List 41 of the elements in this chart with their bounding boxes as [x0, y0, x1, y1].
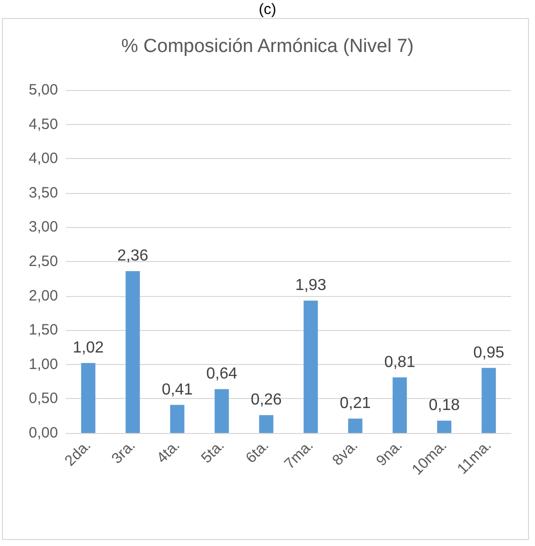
y-tick-label: 1,00 — [28, 356, 58, 373]
x-tick-label: 9na. — [373, 436, 406, 470]
x-tick-label: 5ta. — [198, 436, 228, 467]
data-label: 0,21 — [340, 395, 371, 412]
data-label: 0,41 — [162, 381, 193, 398]
data-label: 0,81 — [384, 354, 416, 371]
bar — [214, 389, 229, 433]
y-tick-label: 5,00 — [28, 82, 58, 98]
data-label: 2,36 — [117, 248, 148, 265]
data-label: 0,26 — [250, 392, 282, 409]
bar — [81, 363, 96, 433]
y-tick-label: 4,00 — [28, 150, 58, 168]
text: (c) — [258, 1, 276, 18]
x-tick-label: 8va. — [329, 436, 362, 470]
data-label: 0,95 — [473, 344, 504, 362]
bar — [304, 300, 318, 433]
bar — [482, 368, 496, 433]
chart-title: % Composición Armónica (Nivel 7) — [121, 36, 414, 57]
bar — [392, 377, 407, 433]
x-tick-label: 2da. — [62, 436, 94, 470]
y-tick-label: 3,50 — [28, 184, 58, 202]
bar — [437, 420, 452, 433]
y-tick-label: 2,00 — [28, 287, 58, 304]
bar — [170, 404, 184, 433]
x-tick-label: 7ma. — [281, 436, 317, 473]
bar — [259, 415, 274, 433]
x-tick-label: 3ra. — [108, 436, 139, 468]
data-label: 1,02 — [72, 340, 104, 357]
data-label: 0,64 — [206, 366, 238, 383]
bar — [348, 418, 362, 433]
y-tick-label: 4,50 — [28, 116, 58, 133]
data-label: 0,18 — [428, 397, 460, 414]
y-tick-label: 1,50 — [28, 322, 58, 339]
y-tick-label: 0,50 — [28, 390, 58, 408]
data-label: 1,93 — [295, 277, 326, 294]
y-tick-label: 3,00 — [28, 218, 58, 236]
y-tick-label: 0,00 — [28, 424, 58, 442]
bar — [126, 271, 140, 433]
x-tick-label: 6ta. — [242, 436, 272, 467]
x-tick-label: 4ta. — [154, 436, 184, 467]
y-tick-label: 2,50 — [28, 253, 58, 270]
